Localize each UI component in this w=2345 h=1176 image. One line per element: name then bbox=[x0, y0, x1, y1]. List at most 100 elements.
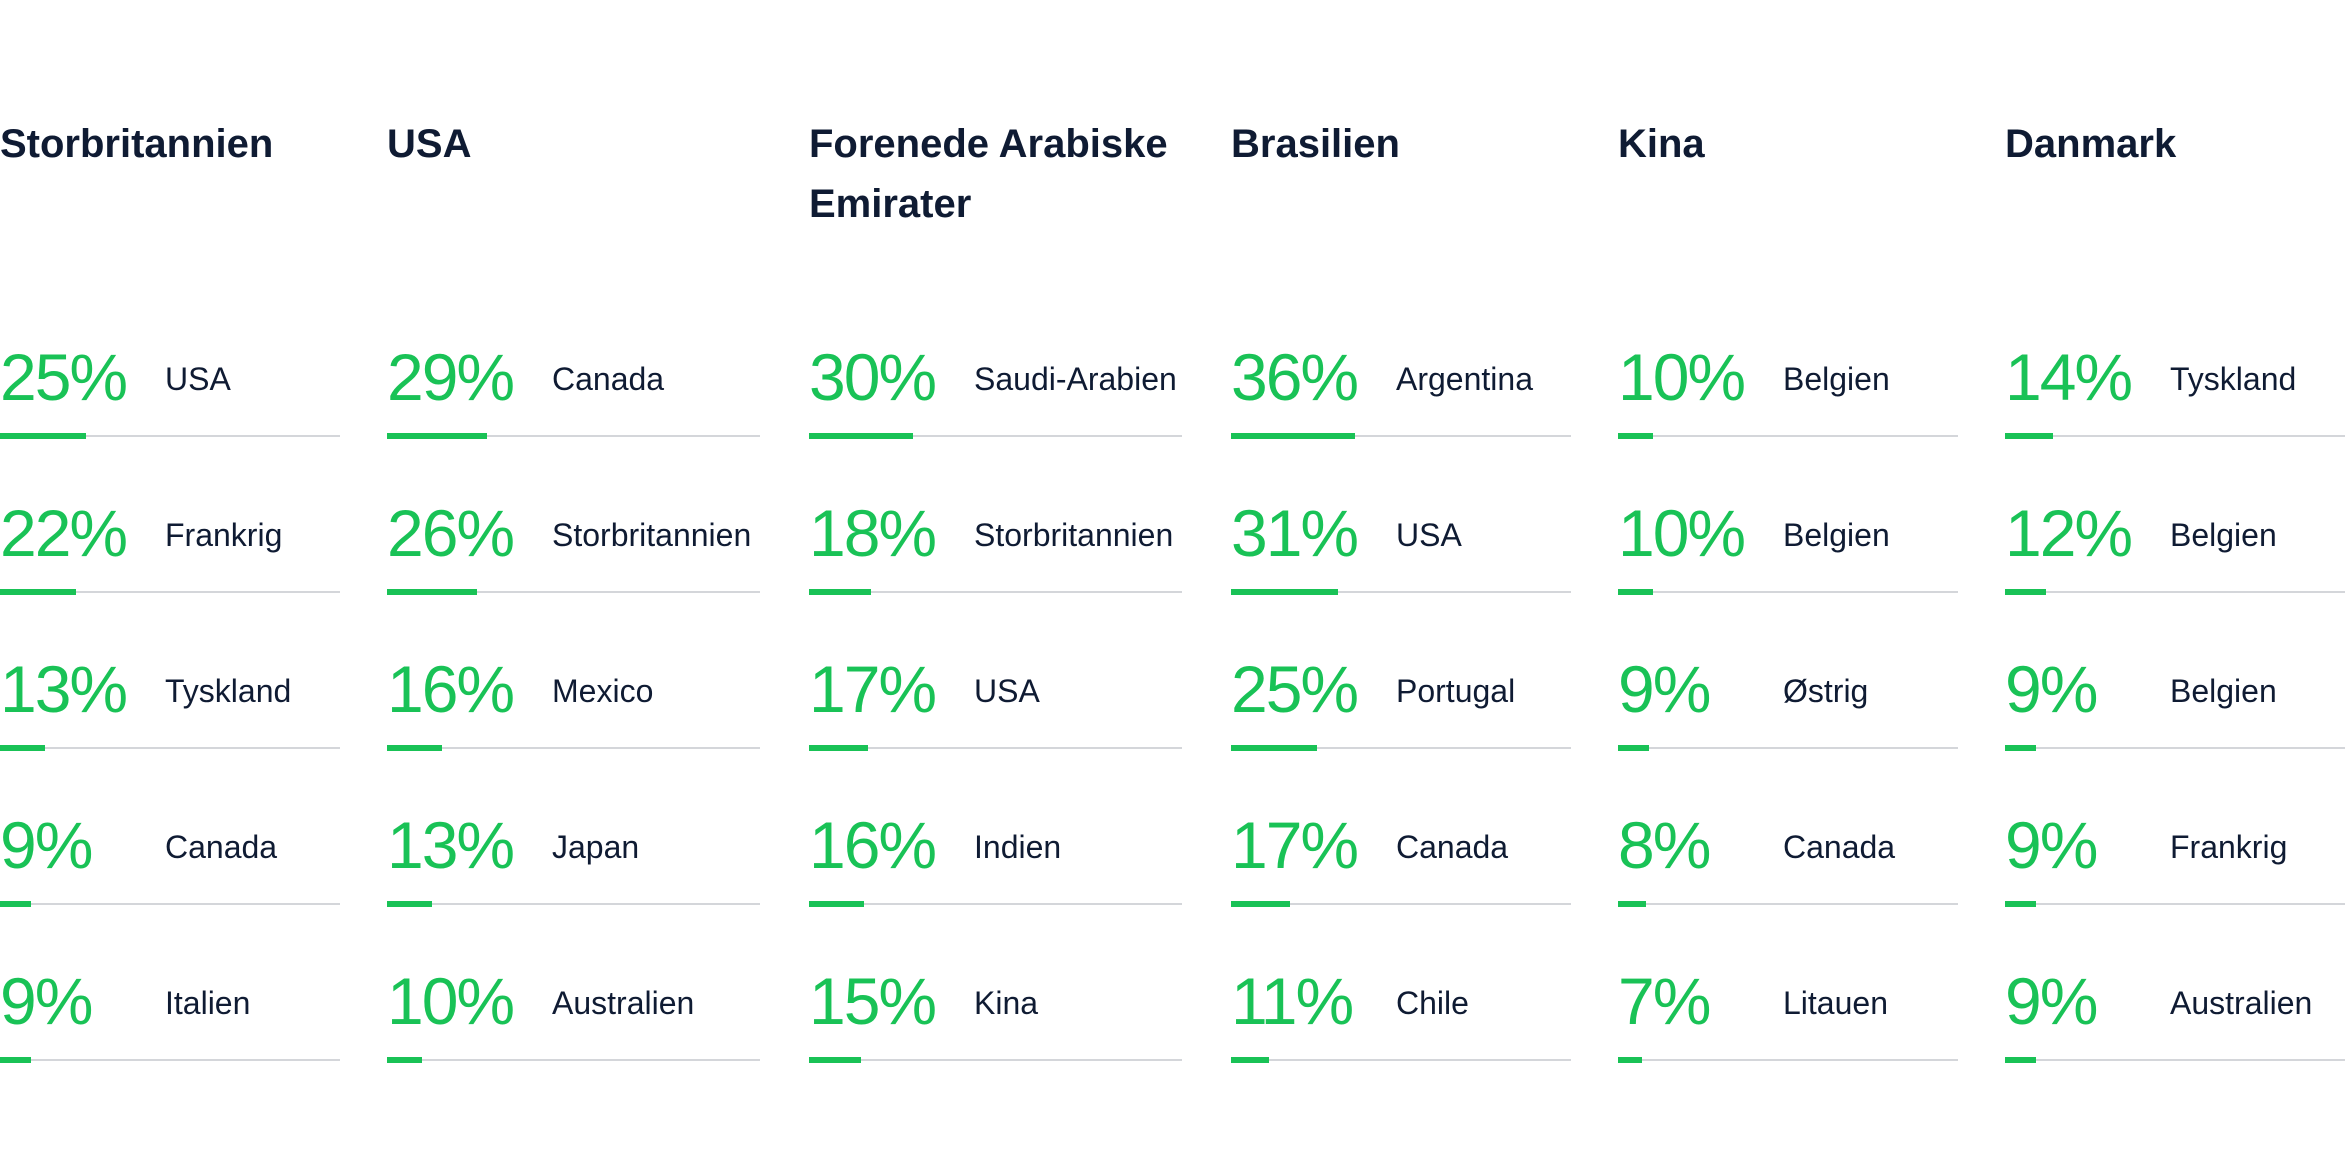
bar-fill bbox=[2005, 901, 2036, 907]
destination-label: Frankrig bbox=[2170, 829, 2288, 865]
destination-row: 9% Canada bbox=[0, 812, 340, 912]
bar-track bbox=[1618, 903, 1958, 905]
destination-row: 11% Chile bbox=[1231, 968, 1571, 1068]
destination-label: Østrig bbox=[1783, 673, 1869, 709]
bar-track bbox=[1618, 747, 1958, 749]
destination-row: 13% Tyskland bbox=[0, 656, 340, 756]
bar-track bbox=[0, 1059, 340, 1061]
destination-label: Belgien bbox=[1783, 517, 1890, 553]
destination-row: 25% USA bbox=[0, 344, 340, 444]
country-column: USA 29% Canada 26% Storbritannien 16% Mexico 13… bbox=[387, 0, 780, 1176]
destination-row: 17% USA bbox=[809, 656, 1182, 756]
destination-label: USA bbox=[974, 673, 1040, 709]
destination-row: 9% Østrig bbox=[1618, 656, 1958, 756]
bar-fill bbox=[809, 745, 868, 751]
destination-row: 10% Australien bbox=[387, 968, 760, 1068]
bar-fill bbox=[1618, 589, 1653, 595]
destination-row: 36% Argentina bbox=[1231, 344, 1571, 444]
bar-track bbox=[387, 747, 760, 749]
bar-track bbox=[1618, 435, 1958, 437]
destination-label: Japan bbox=[552, 829, 640, 865]
percentage-value: 31% bbox=[1231, 496, 1359, 570]
bar-fill bbox=[1618, 1057, 1642, 1063]
bar-track bbox=[0, 591, 340, 593]
column-title: USA bbox=[387, 122, 472, 166]
destination-row: 17% Canada bbox=[1231, 812, 1571, 912]
bar-fill bbox=[387, 589, 477, 595]
bar-track bbox=[1231, 747, 1571, 749]
bar-track bbox=[1618, 591, 1958, 593]
percentage-value: 18% bbox=[809, 496, 937, 570]
column-title: Brasilien bbox=[1231, 122, 1400, 166]
bar-fill bbox=[0, 433, 86, 439]
destination-row: 9% Frankrig bbox=[2005, 812, 2345, 912]
destination-label: Storbritannien bbox=[552, 517, 752, 553]
bar-fill bbox=[1618, 901, 1646, 907]
bar-track bbox=[387, 591, 760, 593]
destination-label: Australien bbox=[2170, 985, 2313, 1021]
destination-label: Tyskland bbox=[165, 673, 292, 709]
destination-label: Canada bbox=[165, 829, 278, 865]
bar-fill bbox=[1618, 433, 1653, 439]
bar-fill bbox=[809, 901, 864, 907]
bar-track bbox=[1231, 903, 1571, 905]
destination-label: Canada bbox=[1783, 829, 1896, 865]
destination-label: Saudi-Arabien bbox=[974, 361, 1177, 397]
destination-row: 18% Storbritannien bbox=[809, 500, 1182, 600]
bar-fill bbox=[1231, 901, 1290, 907]
bar-track bbox=[1231, 591, 1571, 593]
bar-fill bbox=[0, 901, 31, 907]
destination-label: Frankrig bbox=[165, 517, 283, 553]
bar-fill bbox=[387, 1057, 422, 1063]
destination-row: 16% Mexico bbox=[387, 656, 760, 756]
percentage-value: 12% bbox=[2005, 496, 2133, 570]
destination-row: 9% Belgien bbox=[2005, 656, 2345, 756]
percentage-value: 8% bbox=[1618, 808, 1711, 882]
destination-row: 9% Australien bbox=[2005, 968, 2345, 1068]
country-column: Forenede Arabiske Emirater 30% Saudi-Arabi… bbox=[809, 0, 1202, 1176]
column-title: Danmark bbox=[2005, 122, 2177, 166]
destination-label: Argentina bbox=[1396, 361, 1533, 397]
destination-label: Italien bbox=[165, 985, 251, 1021]
column-title: Forenede Arabiske Emirater bbox=[809, 122, 1168, 226]
bar-fill bbox=[0, 589, 76, 595]
percentage-value: 7% bbox=[1618, 964, 1711, 1038]
destination-label: Mexico bbox=[552, 673, 654, 709]
percentage-value: 10% bbox=[387, 964, 515, 1038]
destination-label: Belgien bbox=[2170, 673, 2277, 709]
bar-fill bbox=[809, 433, 913, 439]
bar-fill bbox=[2005, 745, 2036, 751]
destination-label: Canada bbox=[1396, 829, 1509, 865]
bar-fill bbox=[387, 745, 442, 751]
bar-track bbox=[387, 1059, 760, 1061]
destination-row: 25% Portugal bbox=[1231, 656, 1571, 756]
country-column: Brasilien 36% Argentina 31% USA 25% Portugal 17… bbox=[1231, 0, 1591, 1176]
bar-track bbox=[0, 903, 340, 905]
destination-label: Tyskland bbox=[2170, 361, 2297, 397]
percentage-value: 9% bbox=[0, 964, 93, 1038]
bar-track bbox=[809, 1059, 1182, 1061]
destination-label: Kina bbox=[974, 985, 1039, 1021]
percentage-value: 9% bbox=[2005, 808, 2098, 882]
destination-label: Storbritannien bbox=[974, 517, 1174, 553]
destination-row: 29% Canada bbox=[387, 344, 760, 444]
destination-label: USA bbox=[1396, 517, 1462, 553]
bar-track bbox=[2005, 591, 2345, 593]
destination-row: 26% Storbritannien bbox=[387, 500, 760, 600]
bar-track bbox=[2005, 747, 2345, 749]
percentage-value: 9% bbox=[2005, 652, 2098, 726]
bar-fill bbox=[0, 1057, 31, 1063]
percentage-value: 14% bbox=[2005, 340, 2133, 414]
bar-fill bbox=[0, 745, 45, 751]
bar-track bbox=[387, 435, 760, 437]
percentage-value: 17% bbox=[1231, 808, 1359, 882]
bar-fill bbox=[387, 901, 432, 907]
bar-track bbox=[1231, 435, 1571, 437]
percentage-value: 26% bbox=[387, 496, 515, 570]
bar-track bbox=[809, 435, 1182, 437]
country-column: Danmark 14% Tyskland 12% Belgien 9% Belgien 9% F… bbox=[2005, 0, 2345, 1176]
destination-label: Canada bbox=[552, 361, 665, 397]
destination-label: Belgien bbox=[1783, 361, 1890, 397]
column-title: Storbritannien bbox=[0, 122, 274, 166]
